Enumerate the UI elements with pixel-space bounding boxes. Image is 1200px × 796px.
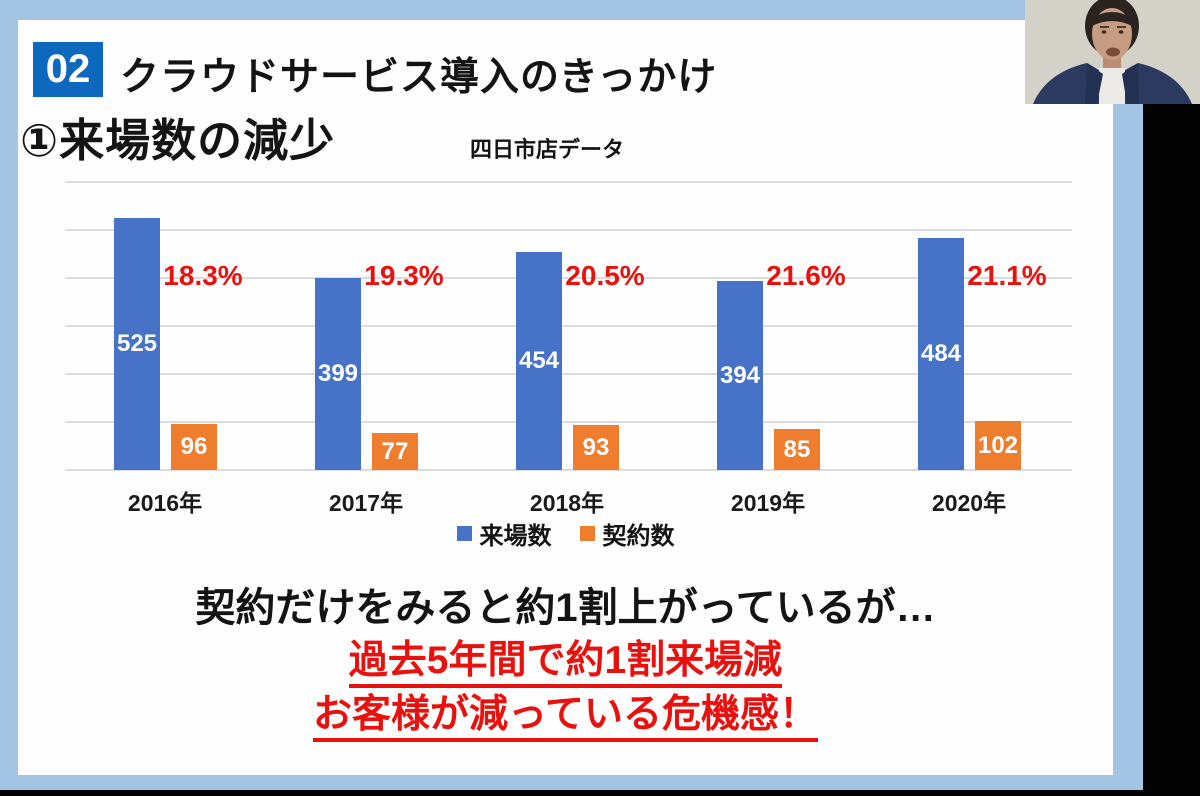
- bar-value-label: 454: [518, 347, 560, 374]
- slide-subtitle: ①来場数の減少: [20, 115, 336, 166]
- presenter-eye-right: [1118, 30, 1124, 34]
- bar-value-label: 85: [783, 435, 811, 463]
- legend-label-contracts: 契約数: [602, 523, 675, 550]
- bar-来場数-2019年: 394: [717, 281, 763, 470]
- gridline: [65, 277, 1072, 279]
- slide-title: クラウドサービス導入のきっかけ: [120, 56, 718, 99]
- presenter-illustration: [1025, 0, 1200, 104]
- ratio-annotation: 20.5%: [565, 260, 645, 291]
- bar-契約数-2019年: 85: [774, 429, 820, 470]
- x-axis-label: 2019年: [730, 490, 806, 516]
- ratio-annotation: 19.3%: [364, 260, 444, 291]
- presenter-eye-left: [1101, 30, 1107, 34]
- webcam-video: [1025, 0, 1200, 104]
- section-number-badge: 02: [33, 42, 103, 97]
- presenter-lapel-left: [1085, 63, 1103, 104]
- bar-value-label: 399: [317, 360, 359, 387]
- gridline: [65, 229, 1072, 231]
- conclusion-line-red-2: お客様が減っている危機感！: [18, 688, 1113, 742]
- bar-来場数-2020年: 484: [918, 238, 964, 470]
- legend-item-contracts: 契約数: [579, 516, 675, 551]
- ratio-annotation: 18.3%: [163, 260, 243, 291]
- gridline: [65, 325, 1072, 327]
- x-axis-label: 2017年: [328, 490, 404, 516]
- x-axis-label: 2018年: [529, 490, 605, 516]
- presenter-eyebrow-right: [1117, 26, 1126, 28]
- bar-value-label: 102: [977, 431, 1019, 459]
- conclusion-line-black: 契約だけをみると約1割上がっているが…: [195, 586, 936, 630]
- ratio-annotation: 21.6%: [766, 260, 846, 291]
- bar-value-label: 525: [116, 330, 158, 357]
- bar-value-label: 77: [381, 437, 409, 465]
- gridline: [65, 469, 1072, 471]
- bar-来場数-2018年: 454: [516, 252, 562, 470]
- gridline: [65, 421, 1072, 423]
- presenter-blazer-left: [1033, 63, 1099, 104]
- bar-契約数-2018年: 93: [573, 425, 619, 470]
- slide-frame: 02 クラウドサービス導入のきっかけ ①来場数の減少 四日市店データ 525 96…: [0, 0, 1143, 790]
- presenter-hairline: [1092, 12, 1132, 26]
- bar-value-label: 484: [920, 340, 962, 367]
- legend-item-visitors: 来場数: [456, 516, 552, 551]
- x-axis-label: 2016年: [127, 490, 203, 516]
- presenter-eyebrow-left: [1100, 26, 1109, 28]
- slide-content: 02 クラウドサービス導入のきっかけ ①来場数の減少 四日市店データ 525 96…: [18, 20, 1113, 775]
- legend-swatch-contracts: [579, 526, 595, 541]
- bar-value-label: 93: [582, 433, 610, 461]
- presenter-shirt: [1095, 68, 1129, 104]
- ratio-annotation: 21.1%: [967, 260, 1047, 291]
- chart-legend: 来場数 契約数: [18, 516, 1113, 551]
- conclusion-line-red-1: 過去5年間で約1割来場減: [18, 634, 1113, 688]
- legend-swatch-visitors: [456, 526, 472, 541]
- bar-契約数-2017年: 77: [372, 433, 418, 470]
- bar-契約数-2020年: 102: [975, 421, 1021, 470]
- conclusion-block: 契約だけをみると約1割上がっているが… 過去5年間で約1割来場減 お客様が減って…: [18, 582, 1113, 742]
- bar-来場数-2016年: 525: [114, 218, 160, 470]
- gridline: [65, 373, 1072, 375]
- x-axis-label: 2020年: [931, 490, 1007, 516]
- presenter-blazer-right: [1125, 63, 1192, 104]
- presenter-lapel-right: [1122, 63, 1139, 104]
- plot-area: 525 96 18.3% 2016年 399 77 19.3% 2017年 454 93 20.5%…: [65, 181, 1072, 516]
- chart-title: 四日市店データ: [470, 137, 625, 162]
- bar-契約数-2016年: 96: [171, 424, 217, 470]
- presenter-mouth: [1106, 47, 1120, 57]
- bar-value-label: 96: [180, 433, 208, 460]
- bar-来場数-2017年: 399: [315, 278, 361, 470]
- gridline: [65, 181, 1072, 183]
- bar-value-label: 394: [719, 361, 761, 389]
- legend-label-visitors: 来場数: [479, 523, 552, 550]
